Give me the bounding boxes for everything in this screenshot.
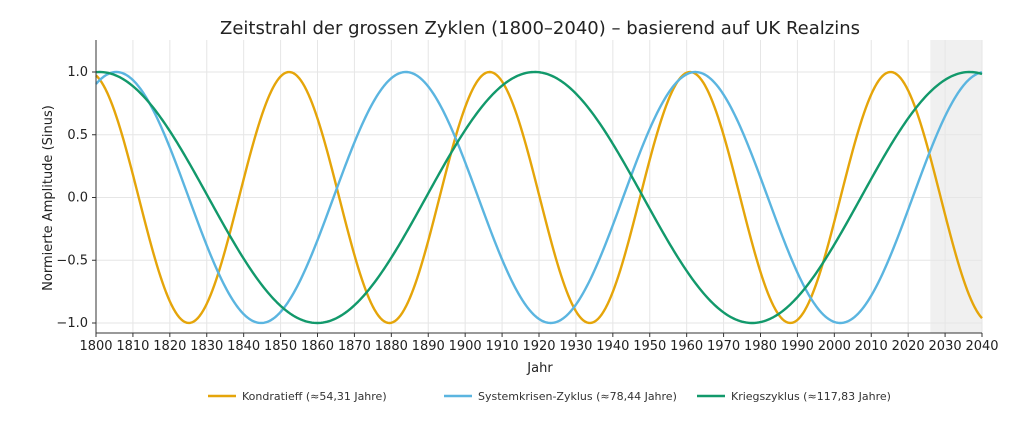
x-tick-label: 1800 <box>79 339 112 354</box>
y-tick-label: 1.0 <box>67 65 88 80</box>
y-tick-label: −0.5 <box>56 253 88 268</box>
x-tick-label: 2000 <box>818 339 851 354</box>
x-tick-label: 1880 <box>375 339 408 354</box>
x-tick-label: 1970 <box>707 339 740 354</box>
chart-title: Zeitstrahl der grossen Zyklen (1800–2040… <box>220 18 860 39</box>
x-tick-label: 1840 <box>227 339 260 354</box>
x-tick-label: 2030 <box>929 339 962 354</box>
x-tick-label: 1810 <box>116 339 149 354</box>
x-tick-label: 2040 <box>965 339 998 354</box>
x-tick-label: 1830 <box>190 339 223 354</box>
legend-label-3: Kriegszyklus (≈117,83 Jahre) <box>731 390 891 403</box>
y-tick-labels: 1.0 0.5 0.0 −0.5 −1.0 <box>56 65 88 331</box>
legend-label-1: Kondratieff (≈54,31 Jahre) <box>242 390 387 403</box>
x-tick-label: 1990 <box>781 339 814 354</box>
x-tick-label: 1890 <box>412 339 445 354</box>
x-tick-label: 2020 <box>892 339 925 354</box>
x-tick-label: 1820 <box>153 339 186 354</box>
y-axis-label: Normierte Amplitude (Sinus) <box>41 105 56 291</box>
x-tick-label: 1950 <box>633 339 666 354</box>
series-line-1 <box>95 70 983 325</box>
legend: Kondratieff (≈54,31 Jahre) Systemkrisen-Z… <box>208 390 891 403</box>
series-line-3 <box>95 70 983 325</box>
x-axis-label: Jahr <box>526 361 553 376</box>
y-tick-label: 0.5 <box>67 128 88 143</box>
axes <box>92 40 983 337</box>
y-tick-label: −1.0 <box>56 316 88 331</box>
legend-label-2: Systemkrisen-Zyklus (≈78,44 Jahre) <box>478 390 677 403</box>
x-tick-label: 1860 <box>301 339 334 354</box>
x-tick-label: 2010 <box>855 339 888 354</box>
series-lines <box>95 70 983 325</box>
x-tick-label: 1930 <box>559 339 592 354</box>
x-tick-label: 1940 <box>596 339 629 354</box>
grid <box>95 40 983 333</box>
y-tick-label: 0.0 <box>67 191 88 206</box>
x-tick-label: 1870 <box>338 339 371 354</box>
x-tick-label: 1850 <box>264 339 297 354</box>
x-tick-label: 1960 <box>670 339 703 354</box>
x-tick-label: 1910 <box>486 339 519 354</box>
series-line-2 <box>95 70 983 325</box>
x-tick-labels: 1800 1810 1820 1830 1840 1850 1860 1870 1880 1890… <box>79 339 998 354</box>
x-tick-label: 1920 <box>522 339 555 354</box>
x-tick-label: 1900 <box>449 339 482 354</box>
x-tick-label: 1980 <box>744 339 777 354</box>
